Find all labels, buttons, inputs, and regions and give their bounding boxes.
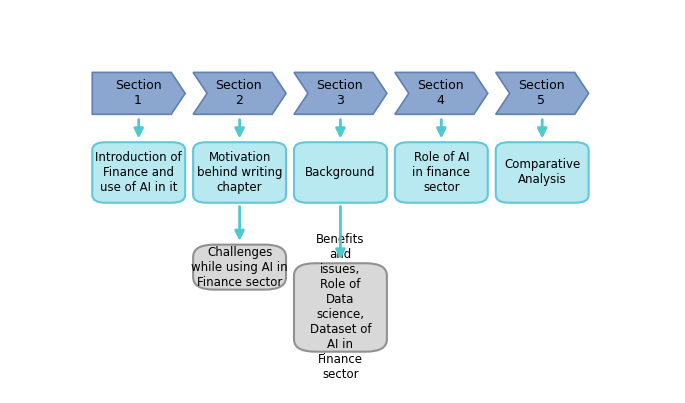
FancyBboxPatch shape bbox=[193, 142, 286, 203]
Polygon shape bbox=[92, 73, 185, 114]
Polygon shape bbox=[193, 73, 286, 114]
Text: Introduction of
Finance and
use of AI in it: Introduction of Finance and use of AI in… bbox=[95, 151, 182, 194]
Text: Section
2: Section 2 bbox=[216, 79, 262, 107]
Text: Section
1: Section 1 bbox=[114, 79, 162, 107]
FancyBboxPatch shape bbox=[496, 142, 588, 203]
FancyBboxPatch shape bbox=[294, 142, 387, 203]
Polygon shape bbox=[294, 73, 387, 114]
Text: Role of AI
in finance
sector: Role of AI in finance sector bbox=[412, 151, 471, 194]
Polygon shape bbox=[395, 73, 488, 114]
Text: Comparative
Analysis: Comparative Analysis bbox=[504, 158, 580, 187]
Text: Section
5: Section 5 bbox=[518, 79, 565, 107]
Text: Challenges
while using AI in
Finance sector: Challenges while using AI in Finance sec… bbox=[191, 246, 288, 289]
Text: Section
4: Section 4 bbox=[417, 79, 464, 107]
FancyBboxPatch shape bbox=[92, 142, 185, 203]
FancyBboxPatch shape bbox=[395, 142, 488, 203]
FancyBboxPatch shape bbox=[294, 263, 387, 352]
Text: Section
3: Section 3 bbox=[316, 79, 363, 107]
Polygon shape bbox=[496, 73, 588, 114]
FancyBboxPatch shape bbox=[193, 245, 286, 290]
Text: Background: Background bbox=[306, 166, 375, 179]
Text: Benefits
and
issues,
Role of
Data
science,
Dataset of
AI in
Finance
sector: Benefits and issues, Role of Data scienc… bbox=[310, 233, 371, 382]
Text: Motivation
behind writing
chapter: Motivation behind writing chapter bbox=[197, 151, 282, 194]
